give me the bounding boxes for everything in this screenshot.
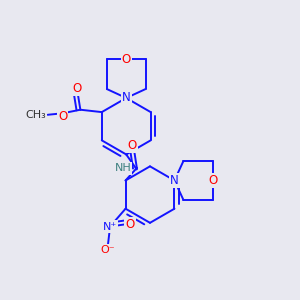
Text: O: O	[73, 82, 82, 95]
Text: O: O	[128, 139, 137, 152]
Text: N⁺: N⁺	[103, 221, 117, 232]
Text: N: N	[170, 174, 179, 187]
Text: NH: NH	[115, 164, 131, 173]
Text: O: O	[58, 110, 67, 123]
Text: O: O	[122, 53, 131, 66]
Text: O: O	[208, 174, 218, 187]
Text: CH₃: CH₃	[26, 110, 46, 120]
Text: N: N	[122, 92, 130, 104]
Text: O: O	[125, 218, 135, 231]
Text: O⁻: O⁻	[100, 245, 115, 255]
